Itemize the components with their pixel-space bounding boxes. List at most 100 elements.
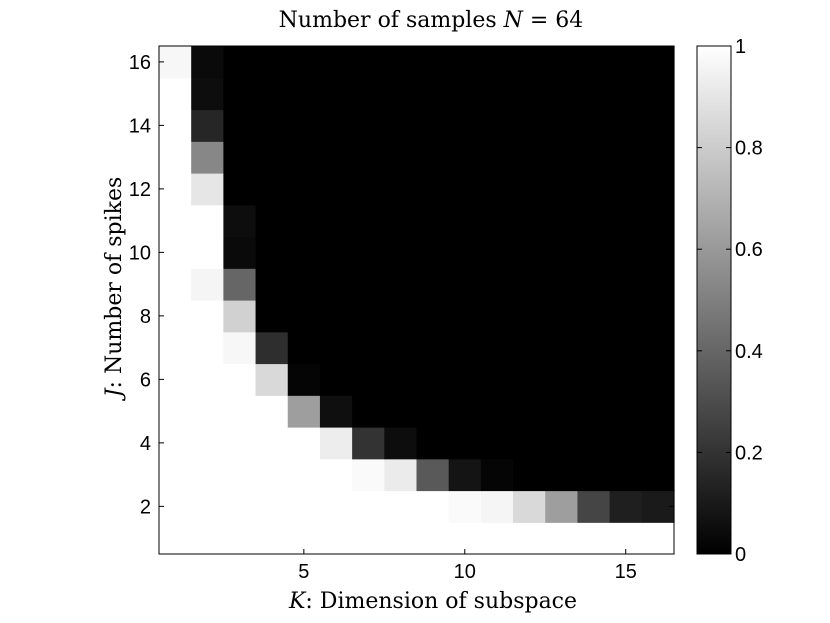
heatmap-cell (416, 395, 450, 428)
colorbar (696, 45, 732, 555)
heatmap-cell (191, 490, 224, 523)
heatmap-cell (191, 300, 224, 333)
heatmap-cell (609, 173, 643, 206)
heatmap-cell (448, 490, 482, 523)
heatmap-cell (577, 173, 611, 206)
heatmap-cell (480, 490, 514, 523)
heatmap-cell (448, 427, 482, 460)
heatmap-cell (416, 173, 450, 206)
heatmap-cell (545, 236, 579, 269)
heatmap-cell (223, 490, 257, 523)
heatmap-cell (191, 458, 224, 492)
heatmap-cell (384, 236, 418, 269)
heatmap-cell (191, 204, 224, 238)
heatmap-cell (191, 141, 224, 174)
heatmap-cell (609, 300, 643, 333)
heatmap-cell (480, 458, 514, 492)
heatmap-cell (416, 46, 450, 79)
heatmap-cell (191, 109, 224, 142)
heatmap-cell (480, 173, 514, 206)
heatmap-cell (384, 109, 418, 142)
heatmap-cell (255, 46, 289, 79)
heatmap-cell (480, 300, 514, 333)
heatmap-cell (191, 236, 224, 269)
heatmap-cell (545, 331, 579, 365)
heatmap-cell (448, 173, 482, 206)
heatmap-cell (191, 331, 224, 365)
heatmap-cell (545, 490, 579, 523)
heatmap-cell (609, 458, 643, 492)
heatmap-cell (513, 77, 546, 111)
heatmap-cell (287, 173, 321, 206)
heatmap-cell (577, 141, 611, 174)
heatmap-cell (577, 300, 611, 333)
heatmap-cell (191, 395, 224, 428)
heatmap-cell (545, 363, 579, 396)
heatmap-cell (191, 268, 224, 301)
x-axis-ticks: 5 10 15 (298, 46, 637, 583)
heatmap-cell (352, 300, 385, 333)
heatmap-cell (513, 427, 546, 460)
heatmap-cell (384, 77, 418, 111)
heatmap-cell (513, 300, 546, 333)
heatmap-cell (480, 363, 514, 396)
heatmap-cell (513, 395, 546, 428)
heatmap-cell (191, 522, 224, 555)
heatmap-cell (545, 141, 579, 174)
heatmap-cell (255, 173, 289, 206)
heatmap-cell (223, 77, 257, 111)
heatmap-cell (641, 141, 675, 174)
heatmap-cell (223, 236, 257, 269)
heatmap-cell (448, 300, 482, 333)
heatmap-cell (352, 363, 385, 396)
y-tick-label: 4 (140, 433, 151, 455)
heatmap-cell (384, 173, 418, 206)
heatmap-cell (609, 236, 643, 269)
heatmap-cell (577, 427, 611, 460)
chart-title-rest: = 64 (523, 8, 583, 33)
heatmap-cell (255, 204, 289, 238)
heatmap-cell (319, 204, 353, 238)
heatmap-cell (416, 141, 450, 174)
heatmap-cell (384, 46, 418, 79)
heatmap-cell (513, 204, 546, 238)
heatmap-cell (255, 236, 289, 269)
heatmap-cell (319, 395, 353, 428)
heatmap-cell (513, 522, 546, 555)
heatmap-cell (577, 77, 611, 111)
heatmap-cell (159, 395, 192, 428)
heatmap-cell (352, 458, 385, 492)
heatmap-cell (159, 427, 192, 460)
heatmap-cell (416, 109, 450, 142)
heatmap-cell (352, 46, 385, 79)
heatmap-cell (255, 395, 289, 428)
heatmap-cell (480, 331, 514, 365)
heatmap-cell (319, 490, 353, 523)
heatmap-cell (255, 363, 289, 396)
heatmap-cell (416, 331, 450, 365)
colorbar-ticks: 0 0.2 0.4 0.6 0.8 1 (697, 36, 763, 566)
heatmap-cell (319, 173, 353, 206)
heatmap-cell (352, 522, 385, 555)
colorbar-tick-label: 0.6 (735, 239, 763, 261)
heatmap-cell (609, 109, 643, 142)
heatmap-cell (609, 204, 643, 238)
heatmap-cell (609, 77, 643, 111)
heatmap-cell (319, 77, 353, 111)
chart-title-text: Number of samples (279, 8, 504, 33)
heatmap-cell (545, 109, 579, 142)
heatmap-cell (577, 490, 611, 523)
heatmap-cell (191, 77, 224, 111)
heatmap-cell (480, 395, 514, 428)
heatmap-cell (577, 109, 611, 142)
heatmap-cell (513, 363, 546, 396)
heatmap-cell (384, 427, 418, 460)
colorbar-tick-label: 0.2 (735, 442, 763, 464)
heatmap-cell (480, 46, 514, 79)
heatmap-cell (609, 395, 643, 428)
heatmap-cell (480, 268, 514, 301)
colorbar-tick-label: 0.4 (735, 341, 763, 363)
heatmap-cell (255, 331, 289, 365)
heatmap-cell (641, 268, 675, 301)
